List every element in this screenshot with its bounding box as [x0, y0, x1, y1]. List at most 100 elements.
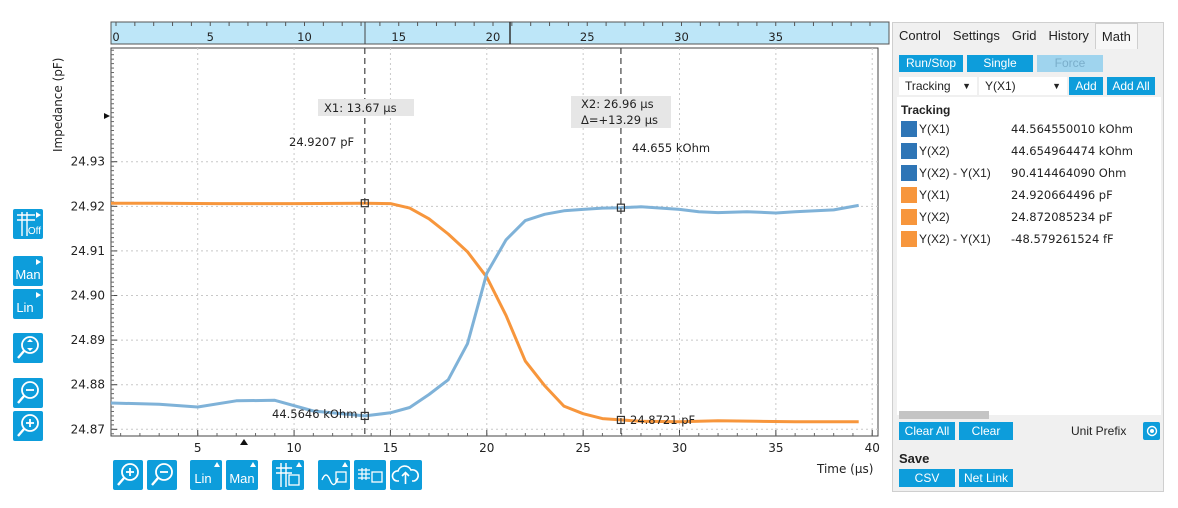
- zoom-fit-y-button[interactable]: [13, 333, 43, 363]
- force-button[interactable]: Force: [1037, 55, 1103, 72]
- series-color-swatch: [901, 187, 917, 203]
- expand-up-icon: [342, 462, 348, 467]
- overview-tick-label: 10: [297, 30, 312, 44]
- tab-grid[interactable]: Grid: [1011, 28, 1037, 43]
- x-range-manual-label: Man: [229, 470, 255, 486]
- marker-x1-cap-label: 24.9207 pF: [289, 135, 354, 149]
- clear-button[interactable]: Clear: [959, 422, 1013, 440]
- marker-x2-res-label: 44.655 kOhm: [632, 141, 710, 155]
- cursor-x1-label-box: [318, 99, 414, 116]
- series-capacitance-line: [111, 201, 859, 424]
- series-color-swatch: [901, 121, 917, 137]
- y-scale-linear-button[interactable]: Lin: [13, 289, 43, 319]
- csv-button[interactable]: CSV: [899, 469, 955, 487]
- add-all-button[interactable]: Add All: [1107, 77, 1155, 95]
- tab-control[interactable]: Control: [899, 28, 941, 43]
- y-tick-label: 24.92: [71, 199, 105, 213]
- expand-right-icon: [36, 212, 41, 218]
- add-button[interactable]: Add: [1069, 77, 1103, 95]
- export-wave-icon: [321, 471, 347, 486]
- math-row-name: Y(X2): [919, 210, 950, 224]
- y-range-manual-button[interactable]: Man: [13, 256, 43, 286]
- cursor-marker: [616, 203, 626, 212]
- series-color-swatch: [901, 143, 917, 159]
- math-row[interactable]: Y(X1) 24.920664496 pF: [901, 185, 1159, 205]
- cloud-upload-button[interactable]: [390, 460, 422, 490]
- math-signal-value: Y(X1): [985, 79, 1016, 93]
- cursor-markers: [360, 199, 626, 425]
- net-link-button[interactable]: Net Link: [959, 469, 1013, 487]
- cursor-x2-label: X2: 26.96 µs: [581, 97, 654, 111]
- tab-math[interactable]: Math: [1094, 23, 1138, 49]
- math-signal-select[interactable]: Y(X1) ▼: [979, 77, 1067, 95]
- math-row-name: Y(X1): [919, 188, 950, 202]
- cursor-delta-label: Δ=+13.29 µs: [581, 113, 658, 127]
- export-plot-button[interactable]: [318, 460, 350, 490]
- overview-view-window[interactable]: [110, 21, 890, 45]
- y-tick-label: 24.87: [71, 422, 105, 436]
- overview-tick-label: 15: [391, 30, 406, 44]
- tab-settings[interactable]: Settings: [952, 28, 1000, 43]
- math-mode-select[interactable]: Tracking ▼: [899, 77, 977, 95]
- grid-off-button[interactable]: Off: [13, 209, 43, 239]
- zoom-in-icon: [17, 414, 39, 437]
- math-row-value: 24.872085234 pF: [1011, 210, 1113, 224]
- x-tick-label: 15: [383, 441, 398, 455]
- y-pointer-icon: [104, 113, 110, 119]
- y-tick-label: 24.89: [71, 333, 105, 347]
- radio-on-icon: [1146, 425, 1157, 437]
- math-row-value: -48.579261524 fF: [1011, 232, 1114, 246]
- cursor-x2-label-box: [571, 96, 671, 128]
- math-row[interactable]: Y(X2) - Y(X1) 90.414464090 Ohm: [901, 163, 1159, 183]
- y-tick-label: 24.93: [71, 155, 105, 169]
- zoom-out-y-button[interactable]: [13, 378, 43, 408]
- math-row-name: Y(X2): [919, 144, 950, 158]
- zoom-in-y-button[interactable]: [13, 411, 43, 441]
- save-section-title: Save: [899, 451, 930, 466]
- math-mode-value: Tracking: [905, 79, 951, 93]
- math-row[interactable]: Y(X2) 44.654964474 kOhm: [901, 141, 1159, 161]
- x-tick-label: 30: [672, 441, 687, 455]
- series-color-swatch: [901, 231, 917, 247]
- overview-ticks: 0 5 10 15 20 25 30 35: [112, 22, 871, 44]
- math-row[interactable]: Y(X1) 44.564550010 kOhm: [901, 119, 1159, 139]
- export-table-icon: [358, 468, 383, 483]
- settings-panel: Control Settings Grid History Math Run/S…: [892, 22, 1164, 492]
- unit-prefix-label: Unit Prefix: [1071, 424, 1127, 438]
- series-color-swatch: [901, 209, 917, 225]
- export-data-button[interactable]: [354, 460, 386, 490]
- y-axis-ticks: 24.87 24.88 24.89 24.90 24.91 24.92 24.93: [71, 49, 117, 436]
- grid-off-label: Off: [27, 226, 41, 237]
- unit-prefix-toggle[interactable]: [1143, 422, 1160, 440]
- math-row-value: 24.920664496 pF: [1011, 188, 1113, 202]
- zoom-fit-icon: [17, 336, 39, 359]
- math-row-value: 44.654964474 kOhm: [1011, 144, 1133, 158]
- zoom-out-icon: [17, 381, 39, 404]
- math-row-value: 90.414464090 Ohm: [1011, 166, 1127, 180]
- y-range-manual-label: Man: [15, 266, 41, 282]
- overview-tick-label: 0: [112, 30, 119, 44]
- math-row[interactable]: Y(X2) - Y(X1) -48.579261524 fF: [901, 229, 1159, 249]
- x-range-manual-button[interactable]: Man: [226, 460, 258, 490]
- x-tick-label: 10: [286, 441, 301, 455]
- marker-x1-res-label: 44.5646 kOhm: [272, 407, 357, 421]
- clear-all-button[interactable]: Clear All: [899, 422, 955, 440]
- list-horizontal-scrollbar[interactable]: [899, 411, 989, 419]
- impedance-plot[interactable]: 0 5 10 15 20 25 30 35 24.87 24.88 24.89 24.90 24.91…: [0, 0, 890, 508]
- math-results-list[interactable]: Tracking Y(X1) 44.564550010 kOhm Y(X2) 4…: [897, 97, 1161, 415]
- x-scale-linear-button[interactable]: Lin: [190, 460, 222, 490]
- y-tick-label: 24.90: [71, 289, 105, 303]
- x-tick-label: 20: [479, 441, 494, 455]
- math-row[interactable]: Y(X2) 24.872085234 pF: [901, 207, 1159, 227]
- y-axis-label: Impedance (pF): [51, 58, 65, 152]
- single-button[interactable]: Single: [967, 55, 1033, 72]
- x-tick-label: 5: [194, 441, 202, 455]
- expand-up-icon: [214, 462, 220, 467]
- tab-history[interactable]: History: [1048, 28, 1089, 43]
- zoom-out-x-button[interactable]: [147, 460, 177, 490]
- overview-tick-label: 30: [674, 30, 689, 44]
- x-grid-button[interactable]: [272, 460, 304, 490]
- run-stop-button[interactable]: Run/Stop: [899, 55, 963, 72]
- zoom-in-x-button[interactable]: [113, 460, 143, 490]
- overview-tick-label: 20: [486, 30, 501, 44]
